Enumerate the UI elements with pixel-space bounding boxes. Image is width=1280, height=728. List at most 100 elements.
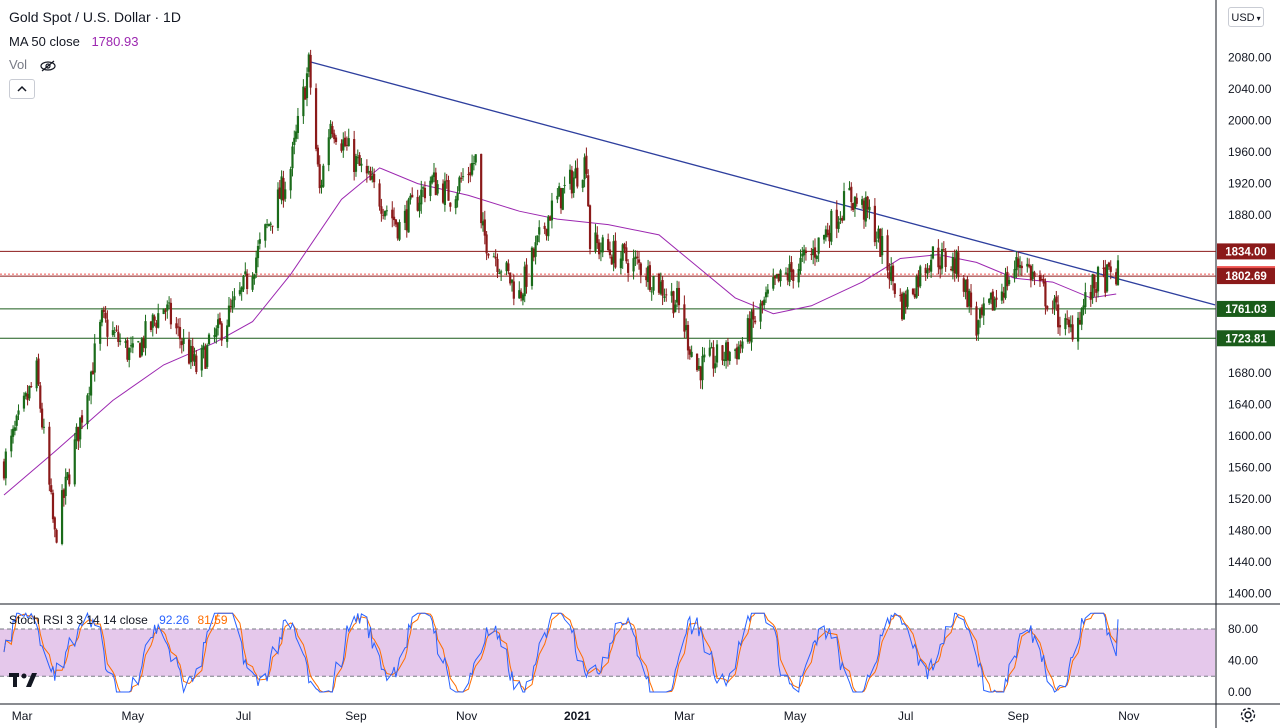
candle-body <box>919 266 922 287</box>
candle-body <box>982 303 985 316</box>
candle-body <box>1093 274 1096 289</box>
candle-body <box>1116 260 1120 285</box>
candle-body <box>852 202 855 210</box>
collapse-legend-button[interactable] <box>9 79 35 99</box>
price-axis[interactable]: 2080.00 2040.00 2000.00 1960.00 1920.00 1880.… <box>1228 51 1272 700</box>
candle-body <box>714 363 717 369</box>
price-tag <box>1217 268 1275 285</box>
candle-body <box>812 248 815 256</box>
currency-dropdown[interactable]: USD ▾ <box>1228 7 1264 27</box>
candle-body <box>674 304 677 313</box>
candle-body <box>648 265 652 291</box>
price-tick-label: 1440.00 <box>1228 555 1272 569</box>
candle-body <box>721 345 724 361</box>
candle-body <box>657 273 661 293</box>
candle-body <box>913 293 916 298</box>
candle-body <box>64 476 67 497</box>
candle-body <box>356 157 359 159</box>
candle-body <box>229 306 232 308</box>
candle-body <box>563 184 566 186</box>
candle-body <box>543 225 546 230</box>
vol-legend[interactable]: Vol <box>9 57 57 72</box>
candle-body <box>558 186 561 197</box>
candle-body <box>422 187 425 189</box>
candle-body <box>969 292 973 308</box>
candle-body <box>864 197 867 222</box>
settings-gear-icon[interactable] <box>1239 706 1257 724</box>
candle-body <box>530 247 534 286</box>
candle-body <box>418 202 421 212</box>
time-tick-label: Nov <box>456 709 477 723</box>
candle-body <box>79 417 82 440</box>
candle-body <box>126 340 129 360</box>
time-axis[interactable]: Mar May Jul Sep Nov 2021 Mar May Jul Sep Nov <box>12 709 1140 723</box>
candle-body <box>888 272 891 280</box>
price-tick-label: 1560.00 <box>1228 460 1272 474</box>
candle-body <box>993 299 996 311</box>
candle-body <box>699 366 702 381</box>
price-tick-label: 1960.00 <box>1228 145 1272 159</box>
candle-body <box>28 386 31 399</box>
candle-body <box>269 223 272 225</box>
candle-body <box>790 262 793 273</box>
candle-body <box>835 209 838 229</box>
candle-body <box>759 303 762 322</box>
candle-body <box>284 189 287 199</box>
candle-body <box>373 173 376 183</box>
candle-body <box>342 139 345 151</box>
candle-body <box>1069 324 1072 328</box>
price-tick-label: 1400.00 <box>1228 587 1272 601</box>
tradingview-logo-icon[interactable] <box>9 670 39 690</box>
candle-body <box>41 408 44 428</box>
candle-body <box>646 266 650 283</box>
candle-body <box>253 274 256 279</box>
candle-body <box>688 349 691 355</box>
trendline-layer[interactable] <box>308 60 1216 306</box>
candle-body <box>128 348 131 361</box>
candle-body <box>305 73 309 99</box>
price-tick-label: 1880.00 <box>1228 208 1272 222</box>
candle-body <box>322 165 325 187</box>
candle-body <box>240 287 243 292</box>
symbol-legend[interactable]: Gold Spot / U.S. Dollar · 1D <box>9 9 181 25</box>
candle-body <box>382 214 385 216</box>
candle-body <box>215 328 218 337</box>
eye-hidden-icon[interactable] <box>39 60 57 72</box>
candle-body <box>329 123 332 139</box>
candle-body <box>775 274 779 278</box>
price-tag <box>1217 330 1275 347</box>
candle-body <box>30 386 33 388</box>
candle-body <box>599 250 603 253</box>
candle-body <box>523 266 526 297</box>
candle-body <box>773 275 777 279</box>
candle-body <box>392 216 396 221</box>
candle-body <box>608 249 612 256</box>
candle-body <box>293 137 296 146</box>
stoch-legend[interactable]: Stoch RSI 3 3 14 14 close 92.26 81.59 <box>9 613 228 627</box>
candle-body <box>632 258 635 272</box>
candle-body <box>295 131 298 139</box>
candle-body <box>583 157 586 180</box>
candle-body <box>587 175 590 207</box>
candle-body <box>403 210 407 223</box>
candle-body <box>695 353 699 371</box>
candle-body <box>117 331 120 342</box>
stoch-k-value: 92.26 <box>159 613 190 627</box>
candle-body <box>242 275 245 290</box>
candle-body <box>378 183 381 207</box>
ma-legend[interactable]: MA 50 close 1780.93 <box>9 34 138 49</box>
candle-body <box>180 341 183 346</box>
candle-body <box>86 395 89 424</box>
candle-body <box>481 221 485 226</box>
candle-body <box>383 211 387 217</box>
candle-body <box>498 272 501 274</box>
candle-body <box>686 324 690 351</box>
candle-body <box>926 269 929 274</box>
price-tag-label: 1834.00 <box>1225 246 1267 258</box>
currency-label: USD <box>1231 12 1255 24</box>
stoch-tick-label: 40.00 <box>1228 654 1258 668</box>
candle-body <box>891 265 895 282</box>
candle-body <box>902 293 906 320</box>
candle-body <box>258 239 261 244</box>
